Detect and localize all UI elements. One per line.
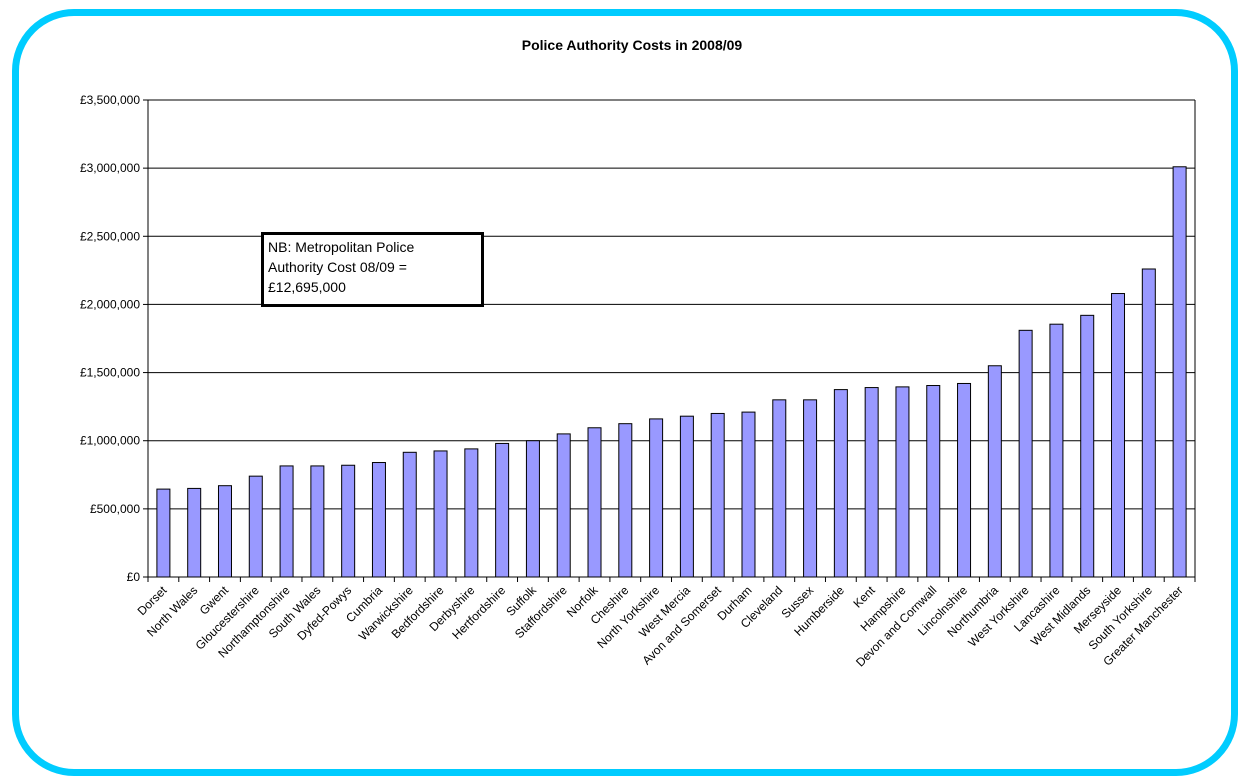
bar [1080,314,1095,578]
chart-frame [12,9,1238,776]
bar [464,448,479,578]
bar [1172,166,1187,578]
bar [217,485,232,578]
y-tick-label: £1,000,000 [80,434,140,448]
bar [248,475,263,578]
bar [710,412,725,578]
bar [341,464,356,578]
y-tick-label: £3,500,000 [80,93,140,107]
annotation-note: NB: Metropolitan Police Authority Cost 0… [261,232,484,307]
bar [1141,268,1156,578]
bar [926,385,941,578]
axes [147,100,1196,582]
y-axis-labels: £0 £500,000 £1,000,000 £1,500,000 £2,000,000… [80,93,140,584]
bar [556,433,571,578]
bar [679,415,694,578]
bar [587,427,602,578]
y-tick-label: £0 [127,570,141,584]
bar [495,442,510,578]
bar [987,365,1002,578]
chart-title: Police Authority Costs in 2008/09 [522,37,743,53]
gridlines [143,99,1195,578]
bar [156,488,171,578]
x-tick-label: Kent [850,583,878,611]
bars [156,166,1187,578]
bar [772,399,787,578]
y-tick-label: £1,500,000 [80,366,140,380]
bar [864,387,879,578]
bar [433,450,448,578]
bar [803,399,818,578]
bar [1111,293,1126,578]
bar [1018,329,1033,578]
bar [310,465,325,578]
bar [371,462,386,578]
bar [279,465,294,578]
y-tick-label: £500,000 [90,502,140,516]
bar [1049,323,1064,578]
bar [618,423,633,578]
bar [402,451,417,578]
bar [525,440,540,578]
bar [957,382,972,578]
bar [741,411,756,578]
bar [187,487,202,578]
bar [649,418,664,578]
y-tick-label: £2,000,000 [80,297,140,311]
y-tick-label: £2,500,000 [80,229,140,243]
bar [895,386,910,578]
y-tick-label: £3,000,000 [80,161,140,175]
bar [833,389,848,578]
